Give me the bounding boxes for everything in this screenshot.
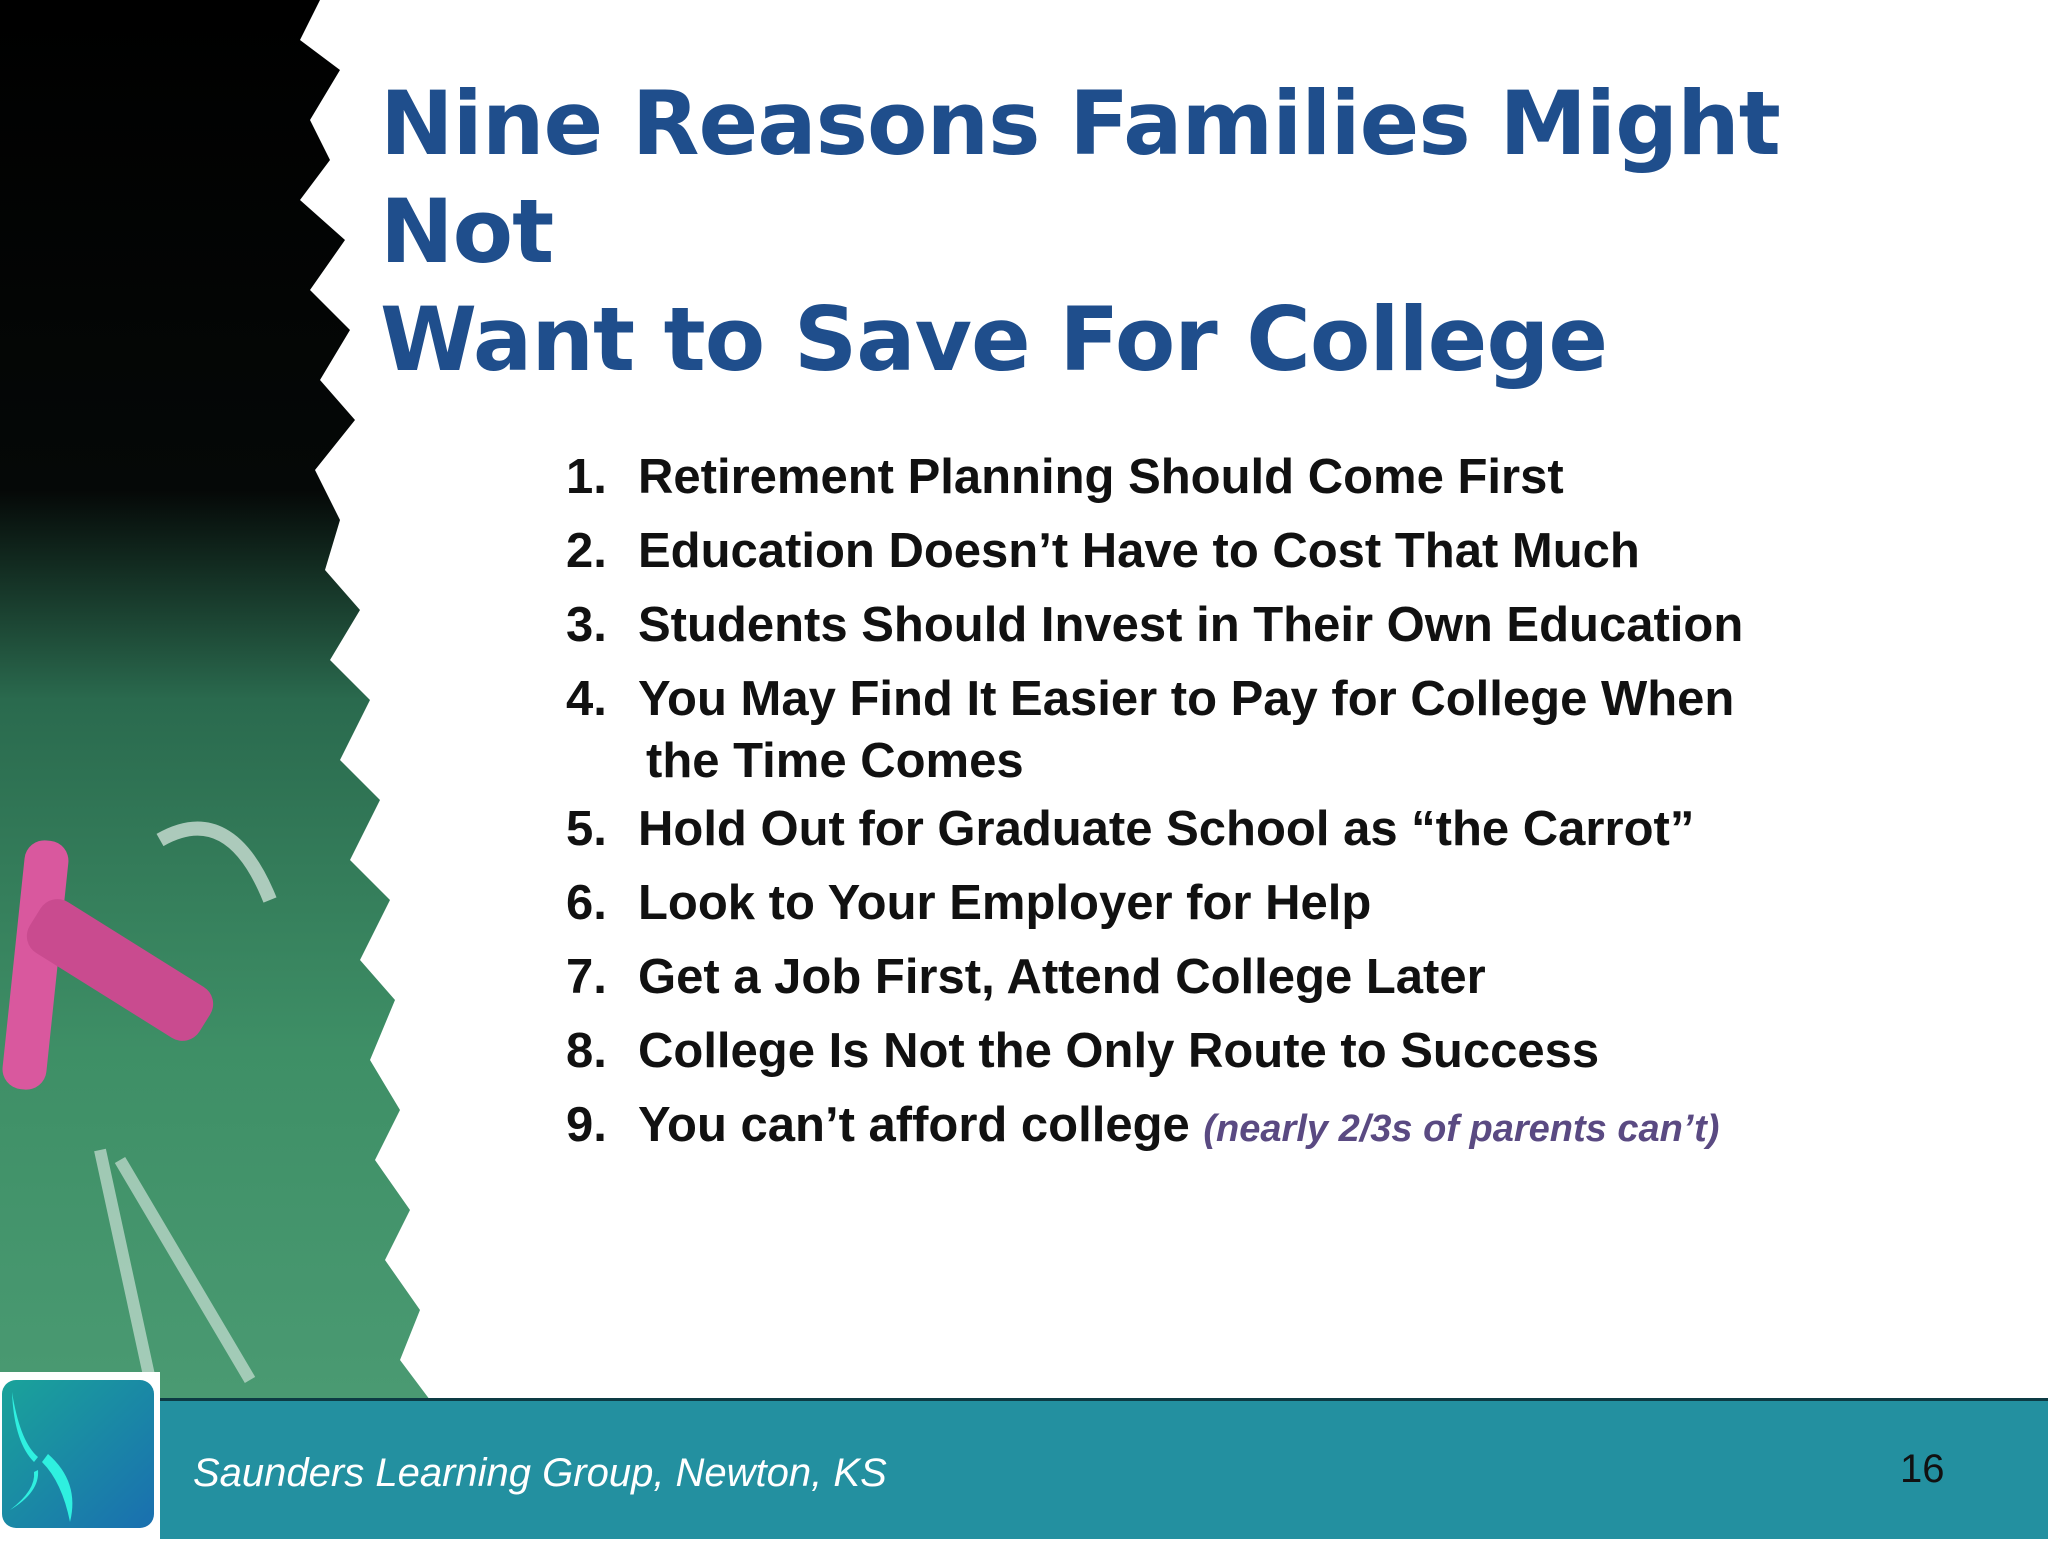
item-text: Get a Job First, Attend College Later	[638, 950, 1486, 1004]
item-text: College Is Not the Only Route to Success	[638, 1024, 1600, 1078]
item-number: 3.	[566, 598, 607, 652]
item-number: 2.	[566, 524, 607, 578]
item-number: 4.	[566, 672, 607, 726]
list-item: 5. Hold Out for Graduate School as “the C…	[566, 792, 2016, 866]
footer-text: Saunders Learning Group, Newton, KS	[193, 1451, 887, 1495]
item-text: Look to Your Employer for Help	[638, 876, 1372, 930]
item-text: Students Should Invest in Their Own Educ…	[638, 598, 1744, 652]
chalk-pieces	[2, 840, 214, 1090]
footer-band: Saunders Learning Group, Newton, KS 16	[160, 1398, 2048, 1539]
item-number: 1.	[566, 450, 607, 504]
reasons-list: 1. Retirement Planning Should Come First …	[566, 440, 2016, 1166]
item-text: Education Doesn’t Have to Cost That Much	[638, 524, 1640, 578]
item-text: You May Find It Easier to Pay for Colleg…	[638, 672, 1735, 726]
item-text: Retirement Planning Should Come First	[638, 450, 1564, 504]
title-line: Want to Save For College	[380, 288, 1608, 391]
title-line: Nine Reasons Families Might Not	[380, 72, 1781, 283]
page-number: 16	[1900, 1447, 1945, 1491]
list-item: 3. Students Should Invest in Their Own Ed…	[566, 588, 2016, 662]
chalkboard-background	[0, 0, 430, 1400]
item-note: (nearly 2/3s of parents can’t)	[1203, 1108, 1720, 1150]
list-item: 7. Get a Job First, Attend College Later	[566, 940, 2016, 1014]
item-number: 5.	[566, 802, 607, 856]
item-text: You can’t afford college	[638, 1098, 1190, 1152]
list-item: 4. You May Find It Easier to Pay for Coll…	[566, 662, 2016, 792]
list-item: 8. College Is Not the Only Route to Succe…	[566, 1014, 2016, 1088]
item-text-continuation: the Time Comes	[646, 734, 1024, 788]
list-item: 9. You can’t afford college (nearly 2/3s …	[566, 1088, 2016, 1166]
slide-title: Nine Reasons Families Might Not Want to …	[380, 70, 1980, 394]
company-logo	[0, 1372, 160, 1536]
list-item: 2. Education Doesn’t Have to Cost That Mu…	[566, 514, 2016, 588]
item-number: 8.	[566, 1024, 607, 1078]
list-item: 6. Look to Your Employer for Help	[566, 866, 2016, 940]
item-number: 7.	[566, 950, 607, 1004]
item-number: 6.	[566, 876, 607, 930]
item-text: Hold Out for Graduate School as “the Car…	[638, 802, 1695, 856]
list-item: 1. Retirement Planning Should Come First	[566, 440, 2016, 514]
item-number: 9.	[566, 1098, 607, 1152]
